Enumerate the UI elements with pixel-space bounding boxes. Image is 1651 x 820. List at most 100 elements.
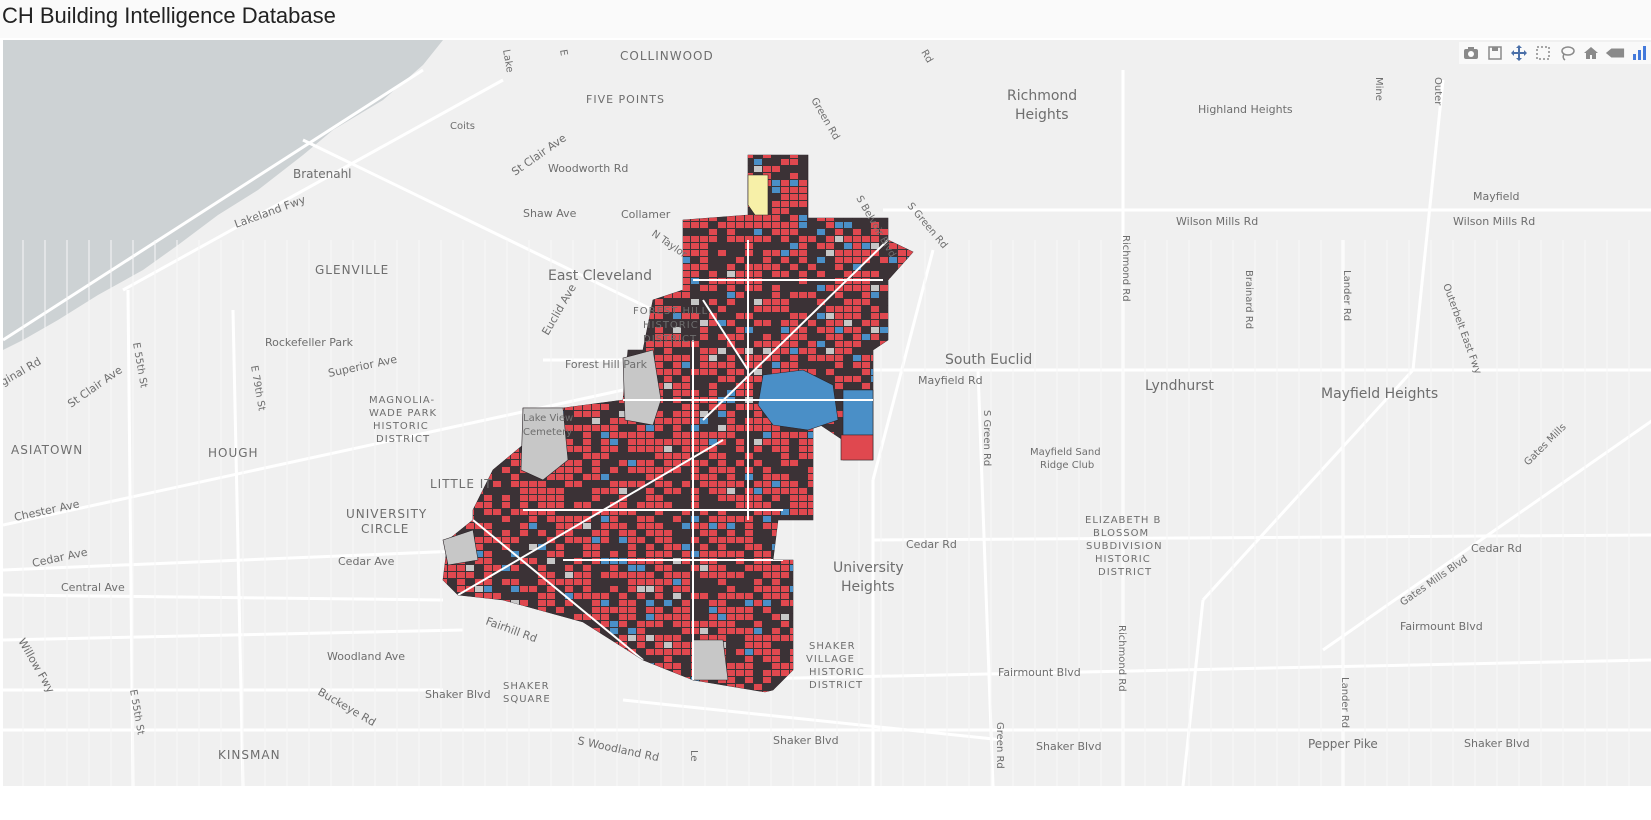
parcel[interactable]: [763, 229, 771, 235]
parcel[interactable]: [637, 607, 645, 613]
parcel[interactable]: [745, 537, 753, 543]
parcel[interactable]: [664, 565, 672, 571]
parcel[interactable]: [862, 285, 870, 291]
parcel[interactable]: [583, 432, 591, 438]
parcel[interactable]: [691, 628, 699, 634]
parcel[interactable]: [709, 488, 717, 494]
parcel[interactable]: [691, 292, 699, 298]
parcel[interactable]: [583, 460, 591, 466]
parcel[interactable]: [592, 614, 600, 620]
parcel[interactable]: [511, 544, 519, 550]
parcel[interactable]: [511, 565, 519, 571]
parcel[interactable]: [655, 362, 663, 368]
parcel[interactable]: [691, 586, 699, 592]
parcel[interactable]: [529, 495, 537, 501]
parcel[interactable]: [745, 208, 753, 214]
parcel[interactable]: [817, 264, 825, 270]
parcel[interactable]: [718, 453, 726, 459]
parcel[interactable]: [655, 621, 663, 627]
parcel[interactable]: [655, 509, 663, 515]
parcel[interactable]: [583, 614, 591, 620]
parcel[interactable]: [556, 600, 564, 606]
parcel[interactable]: [619, 530, 627, 536]
parcel[interactable]: [781, 593, 789, 599]
parcel[interactable]: [700, 313, 708, 319]
parcel[interactable]: [556, 530, 564, 536]
parcel[interactable]: [691, 348, 699, 354]
parcel[interactable]: [709, 306, 717, 312]
parcel[interactable]: [808, 467, 816, 473]
parcel[interactable]: [736, 488, 744, 494]
parcel[interactable]: [646, 446, 654, 452]
parcel[interactable]: [781, 607, 789, 613]
parcel[interactable]: [826, 355, 834, 361]
parcel[interactable]: [574, 488, 582, 494]
parcel[interactable]: [682, 341, 690, 347]
parcel[interactable]: [673, 635, 681, 641]
parcel[interactable]: [628, 537, 636, 543]
parcel[interactable]: [556, 516, 564, 522]
parcel[interactable]: [727, 474, 735, 480]
parcel[interactable]: [871, 341, 879, 347]
parcel[interactable]: [682, 656, 690, 662]
parcel[interactable]: [547, 572, 555, 578]
parcel[interactable]: [799, 159, 807, 165]
parcel[interactable]: [583, 607, 591, 613]
parcel[interactable]: [727, 607, 735, 613]
parcel[interactable]: [772, 173, 780, 179]
parcel[interactable]: [592, 586, 600, 592]
parcel[interactable]: [754, 271, 762, 277]
parcel[interactable]: [619, 544, 627, 550]
parcel[interactable]: [700, 418, 708, 424]
parcel[interactable]: [565, 516, 573, 522]
parcel[interactable]: [682, 635, 690, 641]
parcel[interactable]: [781, 572, 789, 578]
parcel[interactable]: [754, 411, 762, 417]
parcel[interactable]: [799, 201, 807, 207]
parcel[interactable]: [646, 551, 654, 557]
parcel[interactable]: [664, 418, 672, 424]
parcel[interactable]: [853, 215, 861, 221]
parcel[interactable]: [844, 334, 852, 340]
parcel[interactable]: [772, 208, 780, 214]
parcel[interactable]: [736, 509, 744, 515]
parcel[interactable]: [799, 306, 807, 312]
parcel[interactable]: [664, 481, 672, 487]
parcel[interactable]: [718, 411, 726, 417]
parcel[interactable]: [700, 229, 708, 235]
parcel[interactable]: [862, 243, 870, 249]
parcel[interactable]: [745, 530, 753, 536]
parcel[interactable]: [772, 166, 780, 172]
parcel[interactable]: [745, 166, 753, 172]
parcel[interactable]: [520, 509, 528, 515]
parcel[interactable]: [754, 152, 762, 158]
parcel[interactable]: [844, 348, 852, 354]
parcel[interactable]: [826, 313, 834, 319]
parcel[interactable]: [511, 460, 519, 466]
parcel[interactable]: [700, 250, 708, 256]
parcel[interactable]: [763, 313, 771, 319]
parcel[interactable]: [628, 544, 636, 550]
parcel[interactable]: [835, 411, 843, 417]
parcel[interactable]: [871, 285, 879, 291]
parcel[interactable]: [673, 460, 681, 466]
parcel[interactable]: [736, 334, 744, 340]
parcel[interactable]: [826, 215, 834, 221]
parcel[interactable]: [736, 362, 744, 368]
parcel[interactable]: [835, 390, 843, 396]
parcel[interactable]: [763, 565, 771, 571]
parcel[interactable]: [862, 341, 870, 347]
parcel[interactable]: [889, 243, 897, 249]
lasso-select-icon[interactable]: [1557, 43, 1577, 63]
parcel[interactable]: [709, 551, 717, 557]
parcel[interactable]: [619, 607, 627, 613]
parcel[interactable]: [700, 376, 708, 382]
parcel[interactable]: [727, 502, 735, 508]
parcel[interactable]: [772, 180, 780, 186]
parcel[interactable]: [781, 292, 789, 298]
parcel[interactable]: [583, 418, 591, 424]
parcel[interactable]: [484, 516, 492, 522]
parcel[interactable]: [646, 537, 654, 543]
parcel[interactable]: [700, 628, 708, 634]
parcel[interactable]: [700, 516, 708, 522]
